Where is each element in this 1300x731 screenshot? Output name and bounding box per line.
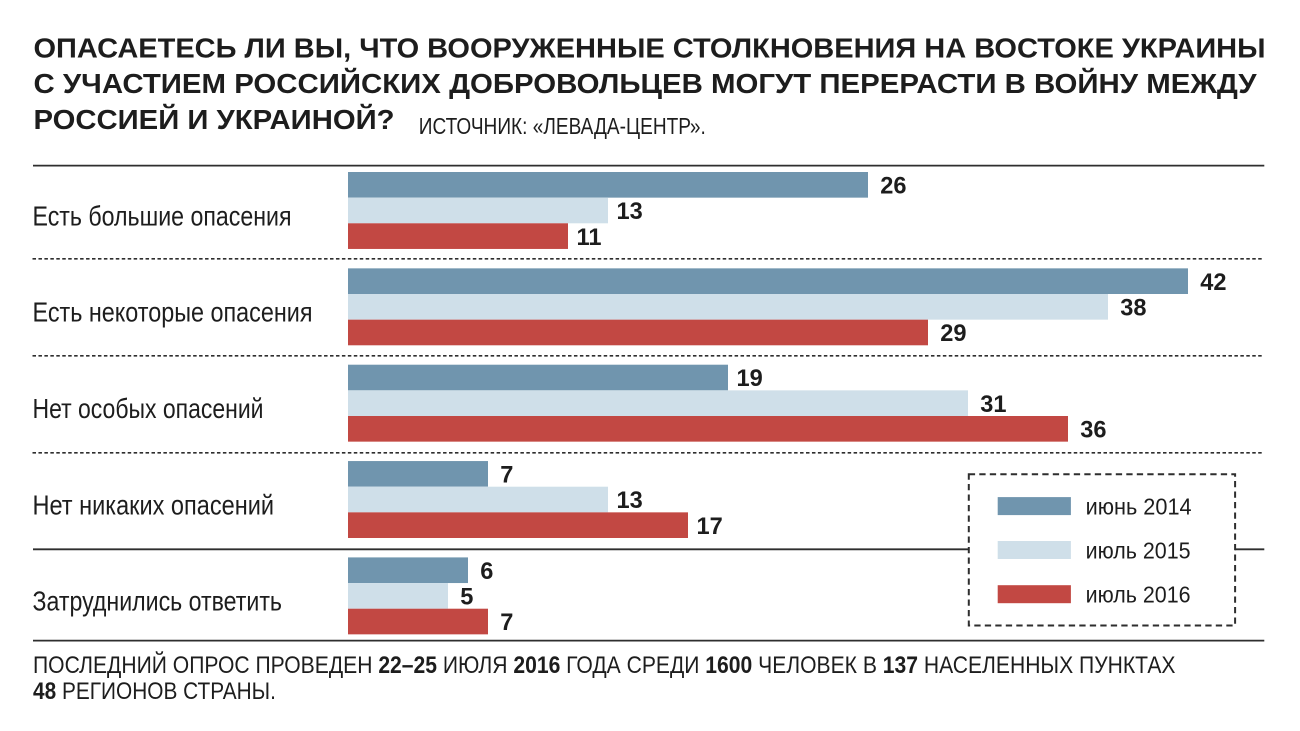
svg-text:июль 2016: июль 2016 [1086,582,1191,608]
svg-text:ОПАСАЕТЕСЬ ЛИ ВЫ, ЧТО ВООРУЖЕН: ОПАСАЕТЕСЬ ЛИ ВЫ, ЧТО ВООРУЖЕННЫЕ СТОЛКН… [34,33,1266,64]
svg-text:Есть некоторые опасения: Есть некоторые опасения [33,297,313,328]
svg-text:ИСТОЧНИК: «ЛЕВАДА-ЦЕНТР».: ИСТОЧНИК: «ЛЕВАДА-ЦЕНТР». [419,113,706,139]
svg-text:13: 13 [617,199,643,225]
svg-text:29: 29 [940,321,966,347]
svg-text:5: 5 [460,585,473,611]
svg-text:13: 13 [617,488,643,514]
svg-text:Нет особых опасений: Нет особых опасений [33,393,264,424]
svg-text:Затруднились ответить: Затруднились ответить [33,586,283,617]
svg-text:С УЧАСТИЕМ РОССИЙСКИХ ДОБРОВОЛ: С УЧАСТИЕМ РОССИЙСКИХ ДОБРОВОЛЬЦЕВ МОГУТ… [34,67,1258,99]
svg-text:31: 31 [980,392,1006,418]
svg-text:42: 42 [1200,270,1226,296]
svg-text:38: 38 [1120,296,1146,322]
svg-text:ПОСЛЕДНИЙ ОПРОС ПРОВЕДЕН 22–25: ПОСЛЕДНИЙ ОПРОС ПРОВЕДЕН 22–25 ИЮЛЯ 2016… [33,652,1176,679]
svg-text:36: 36 [1080,418,1106,444]
svg-text:19: 19 [737,366,763,392]
svg-text:6: 6 [480,559,493,585]
svg-text:РОССИЕЙ И УКРАИНОЙ?: РОССИЕЙ И УКРАИНОЙ? [34,103,395,135]
svg-text:Нет никаких опасений: Нет никаких опасений [33,489,275,520]
svg-text:48 РЕГИОНОВ СТРАНЫ.: 48 РЕГИОНОВ СТРАНЫ. [33,677,276,704]
svg-text:7: 7 [500,610,513,636]
svg-text:июль 2015: июль 2015 [1086,537,1191,563]
svg-text:7: 7 [500,463,513,489]
svg-text:17: 17 [697,514,723,540]
svg-text:Есть большие опасения: Есть большие опасения [33,200,292,231]
svg-text:июнь 2014: июнь 2014 [1086,493,1192,519]
svg-text:26: 26 [880,174,906,200]
svg-text:11: 11 [577,225,602,251]
